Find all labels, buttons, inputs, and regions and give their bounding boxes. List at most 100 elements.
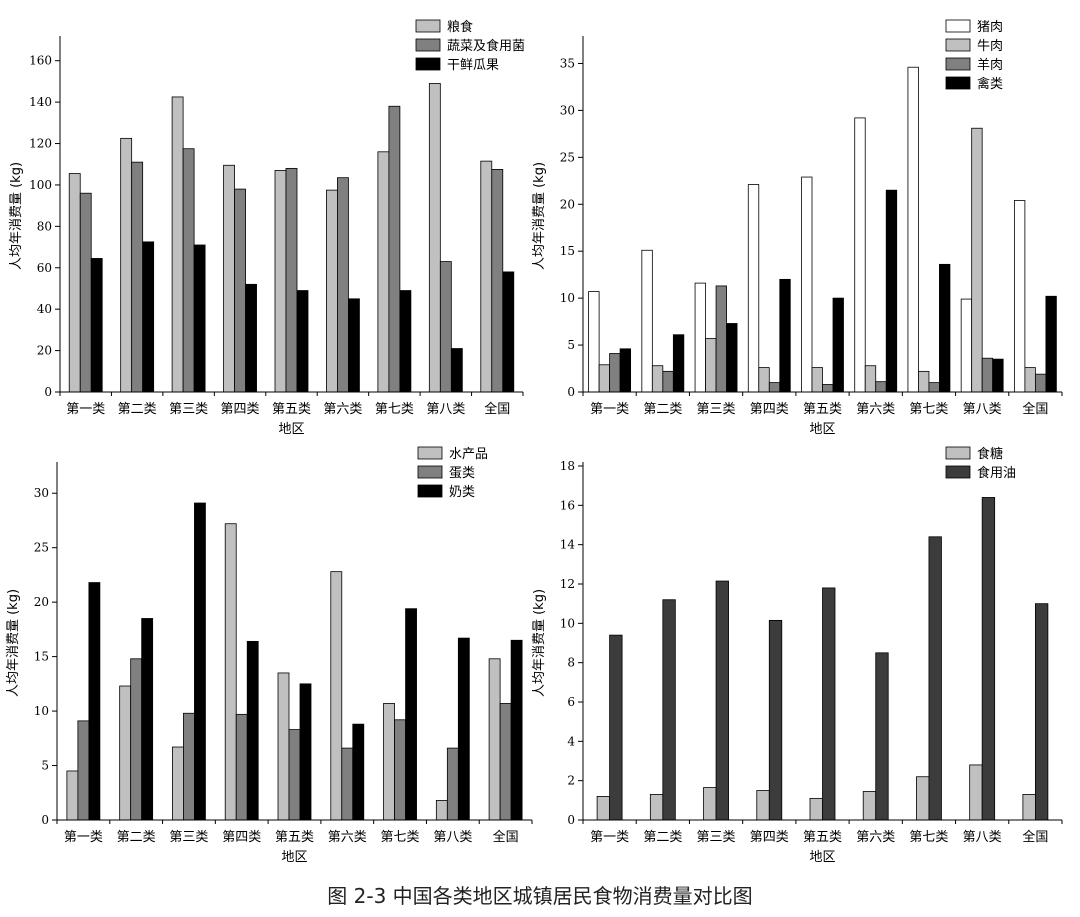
bar-2-4 bbox=[768, 619, 783, 821]
bar-1-1 bbox=[588, 291, 600, 393]
bar-4-1 bbox=[619, 348, 632, 393]
bar-2-5 bbox=[822, 587, 836, 821]
bar-3-5 bbox=[822, 384, 834, 393]
y-tick-label: 4 bbox=[567, 734, 575, 748]
x-category-label: 第二类 bbox=[118, 402, 157, 417]
x-category-label: 第四类 bbox=[750, 402, 789, 417]
bar-2-3 bbox=[182, 148, 195, 393]
bar-1-7 bbox=[383, 703, 395, 821]
y-tick-label: 15 bbox=[560, 244, 575, 258]
bar-2-9 bbox=[1024, 367, 1036, 393]
x-axis-title: 地区 bbox=[809, 850, 835, 865]
bar-2-7 bbox=[928, 536, 942, 821]
bar-4-6 bbox=[885, 189, 898, 393]
bar-3-7 bbox=[405, 608, 417, 821]
bar-1-8 bbox=[435, 799, 448, 821]
legend-swatch bbox=[415, 57, 441, 71]
x-category-label: 第三类 bbox=[697, 830, 736, 845]
bar-3-2 bbox=[142, 241, 155, 393]
bar-2-6 bbox=[864, 365, 877, 393]
bar-2-8 bbox=[971, 127, 983, 393]
x-category-label: 第八类 bbox=[963, 830, 1002, 845]
bar-1-4 bbox=[747, 184, 760, 393]
x-category-label: 第六类 bbox=[856, 402, 895, 417]
bar-1-8 bbox=[428, 83, 441, 393]
bar-1-1 bbox=[68, 173, 81, 393]
bar-3-5 bbox=[296, 290, 309, 393]
bar-2-1 bbox=[598, 364, 611, 393]
x-category-label: 第二类 bbox=[117, 830, 156, 845]
legend-label: 粮食 bbox=[447, 19, 473, 35]
bar-1-8 bbox=[969, 764, 983, 821]
chart-panel-grain-veg-fruit: 020406080100120140160第一类 第二类 第三类 第四类 第五类 第六类第… bbox=[9, 19, 525, 437]
bar-2-7 bbox=[388, 105, 401, 393]
y-tick-label: 0 bbox=[41, 813, 49, 827]
x-category-label: 第八类 bbox=[426, 402, 465, 417]
bar-1-5 bbox=[277, 672, 290, 821]
bar-2-5 bbox=[288, 729, 301, 821]
bar-1-5 bbox=[801, 176, 813, 393]
chart-panel-aquatic-egg-milk: 0 5 10 15 20 25 30 第一类 第二类 第三类 第四类 第五类 第六类 第七类 第八类 全国地区… bbox=[6, 446, 533, 865]
bar-1-6 bbox=[862, 791, 877, 821]
bar-2-7 bbox=[918, 370, 930, 393]
y-tick-label: 10 bbox=[560, 616, 575, 630]
bar-3-3 bbox=[193, 244, 206, 393]
legend-swatch bbox=[945, 38, 971, 52]
bar-2-8 bbox=[446, 747, 459, 821]
x-category-label: 第七类 bbox=[381, 830, 420, 845]
bar-3-9 bbox=[502, 271, 515, 393]
bar-2-2 bbox=[131, 161, 144, 393]
bar-1-2 bbox=[649, 794, 664, 821]
legend-label: 牛肉 bbox=[977, 39, 1003, 54]
bar-3-9 bbox=[510, 639, 523, 821]
bar-2-2 bbox=[130, 658, 143, 821]
y-tick-label: 100 bbox=[29, 178, 52, 192]
x-category-label: 第五类 bbox=[275, 830, 314, 845]
x-category-label: 第三类 bbox=[169, 830, 208, 845]
x-category-label: 第五类 bbox=[272, 402, 311, 417]
x-category-label: 第三类 bbox=[169, 402, 208, 417]
bar-4-8 bbox=[992, 358, 1004, 393]
bar-4-7 bbox=[939, 263, 951, 393]
bar-3-5 bbox=[299, 683, 312, 821]
bar-2-4 bbox=[234, 188, 246, 393]
x-category-label: 第七类 bbox=[909, 830, 948, 845]
legend-swatch bbox=[945, 446, 971, 460]
legend-label: 猪肉 bbox=[977, 20, 1003, 35]
bar-3-6 bbox=[875, 381, 887, 393]
x-category-label: 第八类 bbox=[433, 830, 472, 845]
bar-2-6 bbox=[875, 652, 889, 821]
bar-1-7 bbox=[377, 151, 390, 393]
chart-panel-meat: 0 5 10 15 20 25 30 35 第一类 第二类 第三类 第四类 第五类 第六类 第七类 第八类 全国… bbox=[532, 19, 1063, 437]
y-tick-label: 12 bbox=[560, 577, 575, 591]
bar-3-7 bbox=[399, 290, 412, 393]
legend-swatch bbox=[415, 38, 441, 52]
y-axis-title: 人均年消费量 (kg) bbox=[532, 589, 547, 697]
x-category-label: 全国 bbox=[493, 829, 519, 845]
legend-label: 蔬菜及食用菌 bbox=[447, 38, 525, 54]
bar-2-3 bbox=[715, 580, 729, 821]
bar-4-4 bbox=[779, 278, 791, 393]
legend-swatch bbox=[417, 484, 443, 498]
bar-1-1 bbox=[66, 770, 79, 821]
legend-label: 奶类 bbox=[449, 485, 475, 500]
bar-1-6 bbox=[326, 189, 338, 393]
bar-2-1 bbox=[79, 192, 92, 393]
bar-2-9 bbox=[499, 703, 512, 821]
bar-2-6 bbox=[337, 177, 349, 393]
bar-1-5 bbox=[274, 170, 287, 393]
bar-2-5 bbox=[811, 367, 823, 393]
y-tick-label: 140 bbox=[29, 95, 52, 109]
y-tick-label: 20 bbox=[34, 595, 49, 609]
x-category-label: 第一类 bbox=[66, 402, 105, 417]
legend-swatch bbox=[945, 465, 971, 479]
bar-2-2 bbox=[662, 599, 676, 821]
bar-3-1 bbox=[90, 258, 103, 393]
bar-3-9 bbox=[1034, 373, 1047, 393]
x-category-label: 第四类 bbox=[750, 830, 789, 845]
x-category-label: 第一类 bbox=[590, 830, 629, 845]
x-category-label: 全国 bbox=[1022, 401, 1048, 417]
bar-2-7 bbox=[394, 719, 406, 821]
